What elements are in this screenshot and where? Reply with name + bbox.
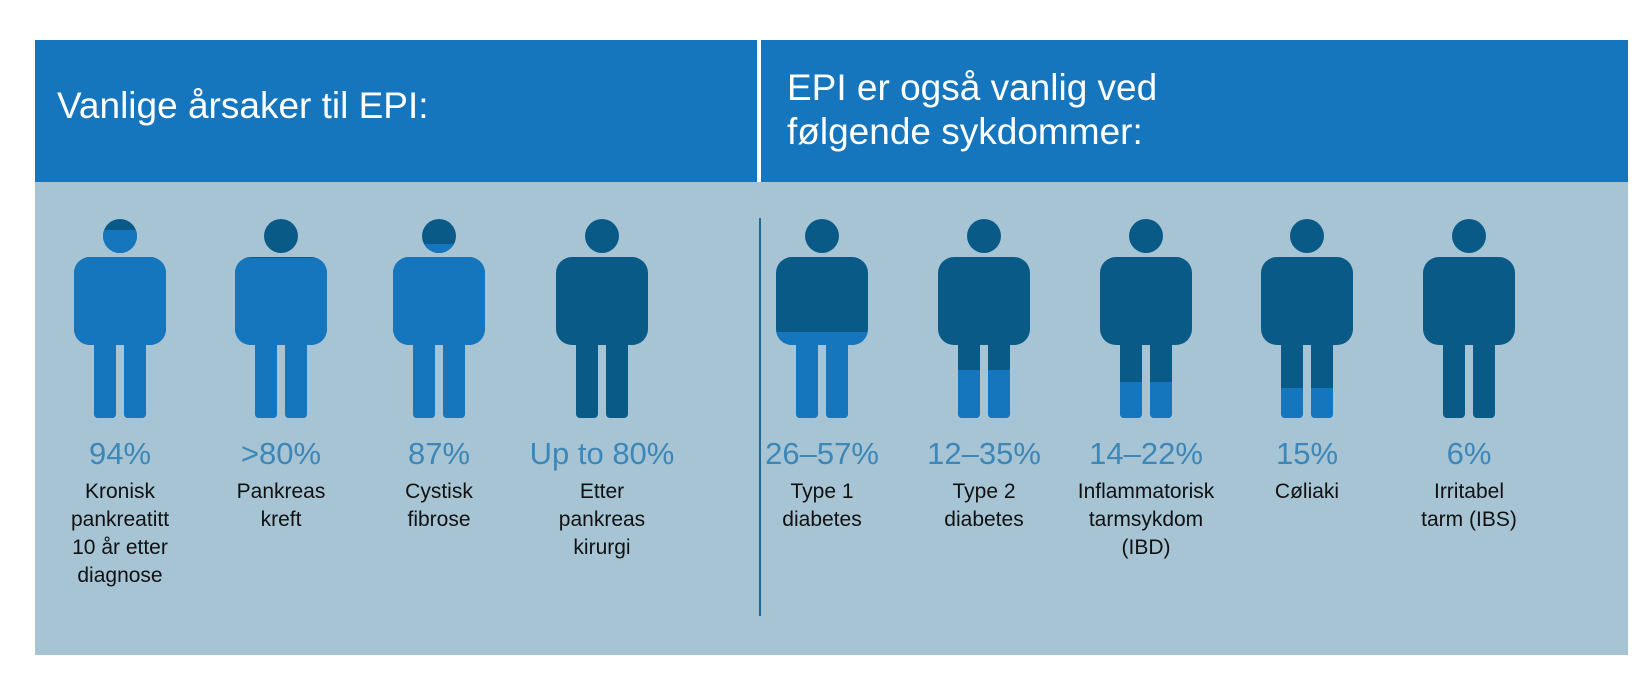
percent-fill <box>74 230 166 418</box>
person-column: 6% Irritabel tarm (IBS) <box>1369 218 1569 534</box>
percent-fill <box>1100 382 1192 418</box>
person-silhouette <box>776 219 868 418</box>
person-figure <box>1261 219 1353 418</box>
person-caption: Inflammatorisk tarmsykdom (IBD) <box>1077 480 1215 559</box>
person-column: 14–22% Inflammatorisk tarmsykdom (IBD) <box>1046 218 1246 562</box>
person-column: >80% Pankreas kreft <box>181 218 381 534</box>
person-figure <box>74 219 166 418</box>
person-silhouette <box>938 219 1030 418</box>
person-column: 94% Kronisk pankreatitt 10 år etter diag… <box>20 218 220 590</box>
person-caption: Cystisk fibrose <box>405 480 473 531</box>
percent-label: 15% <box>1275 436 1339 471</box>
percent-fill <box>776 332 868 418</box>
person-caption: Irritabel tarm (IBS) <box>1421 480 1517 531</box>
header-right: EPI er også vanlig ved følgende sykdomme… <box>761 40 1628 182</box>
header-divider <box>757 40 761 182</box>
person-silhouette <box>1100 219 1192 418</box>
person-caption: Etter pankreas kirurgi <box>558 480 646 559</box>
percent-label: 26–57% <box>765 436 879 471</box>
person-column: 87% Cystisk fibrose <box>339 218 539 534</box>
percent-label: 87% <box>407 436 471 471</box>
percent-label: Up to 80% <box>529 436 675 471</box>
person-silhouette <box>1261 219 1353 418</box>
person-silhouette <box>556 219 648 418</box>
epi-infographic: Vanlige årsaker til EPI: EPI er også van… <box>35 40 1628 655</box>
person-column: 26–57% Type 1 diabetes <box>722 218 922 534</box>
header-right-title: EPI er også vanlig ved følgende sykdomme… <box>787 67 1158 152</box>
person-caption: Type 1 diabetes <box>782 480 862 531</box>
person-figure <box>776 219 868 418</box>
header-left-title: Vanlige årsaker til EPI: <box>57 85 429 126</box>
percent-label: 12–35% <box>927 436 1041 471</box>
person-caption: Type 2 diabetes <box>944 480 1024 531</box>
percent-label: 14–22% <box>1089 436 1203 471</box>
percent-fill <box>1261 388 1353 418</box>
person-silhouette <box>1423 219 1515 418</box>
person-column: 15% Cøliaki <box>1207 218 1407 506</box>
person-caption: Cøliaki <box>1274 480 1340 503</box>
person-column: Up to 80% Etter pankreas kirurgi <box>502 218 702 562</box>
person-caption: Kronisk pankreatitt 10 år etter diagnose <box>70 480 170 587</box>
percent-label: 6% <box>1446 436 1492 471</box>
header-left: Vanlige årsaker til EPI: <box>35 40 757 182</box>
person-figure <box>938 219 1030 418</box>
person-figure <box>1100 219 1192 418</box>
percent-label: >80% <box>240 436 322 471</box>
person-figure <box>235 219 327 418</box>
person-caption: Pankreas kreft <box>236 480 326 531</box>
percent-fill <box>393 244 485 418</box>
section-divider <box>759 218 761 616</box>
person-figure <box>393 219 485 418</box>
percent-fill <box>938 370 1030 418</box>
person-figure <box>1423 219 1515 418</box>
percent-label: 94% <box>88 436 152 471</box>
person-column: 12–35% Type 2 diabetes <box>884 218 1084 534</box>
percent-fill <box>235 258 327 418</box>
person-figure <box>556 219 648 418</box>
